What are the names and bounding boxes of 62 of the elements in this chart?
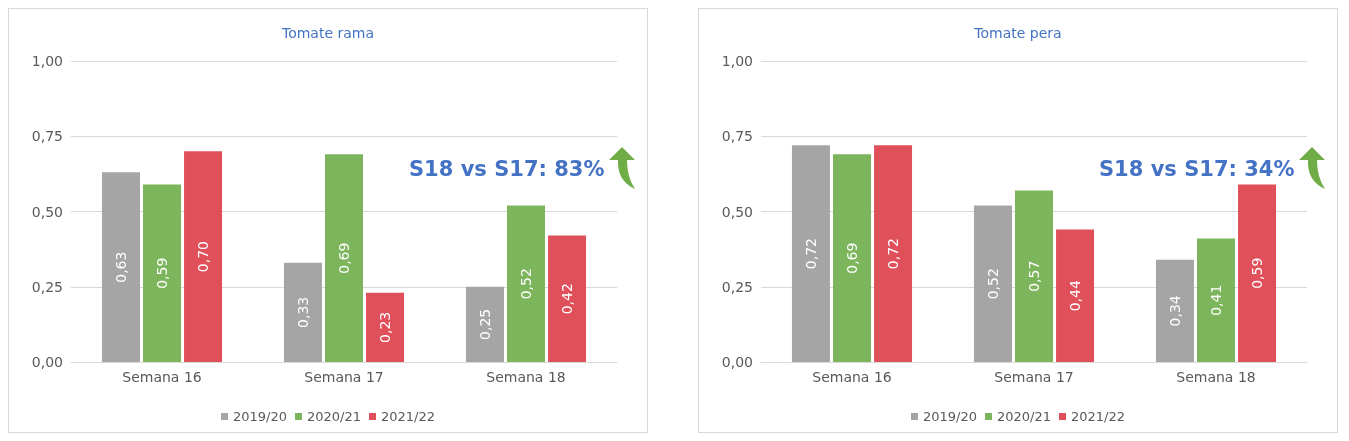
annotation: S18 vs S17: 34%	[1099, 157, 1295, 181]
data-label: 0,59	[1249, 257, 1266, 289]
data-label: 0,72	[802, 238, 819, 270]
x-tick-label: Semana 18	[486, 369, 566, 385]
legend-label: 2020/21	[307, 409, 362, 424]
y-tick-label: 1,00	[31, 53, 63, 69]
bar	[101, 172, 140, 362]
bar	[184, 151, 223, 362]
data-label: 0,23	[377, 311, 394, 343]
y-tick-label: 0,50	[721, 203, 753, 220]
legend-label: 2021/22	[381, 409, 436, 424]
y-tick-label: 0,00	[31, 354, 63, 370]
data-label: 0,34	[1166, 295, 1183, 327]
y-tick-label: 0,75	[721, 128, 753, 145]
y-tick-label: 0,00	[721, 354, 753, 370]
data-label: 0,69	[844, 242, 860, 274]
data-label: 0,57	[1026, 260, 1042, 292]
bar	[791, 145, 830, 362]
bar	[973, 205, 1012, 362]
data-label: 0,52	[984, 268, 1001, 300]
data-label: 0,52	[518, 268, 534, 300]
data-label: 0,44	[1067, 280, 1084, 312]
bar	[465, 286, 504, 362]
y-tick-label: 0,75	[31, 128, 63, 145]
bar	[1197, 238, 1235, 362]
bar	[507, 205, 545, 362]
bar	[1155, 259, 1194, 362]
bar	[1238, 184, 1277, 362]
bar	[548, 235, 587, 362]
data-label: 0,63	[112, 251, 129, 283]
bar	[143, 184, 181, 362]
data-label: 0,33	[294, 296, 311, 328]
x-tick-label: Semana 16	[122, 369, 202, 385]
legend-label: 2019/20	[922, 409, 978, 424]
x-tick-label: Semana 17	[994, 369, 1074, 385]
data-label: 0,59	[154, 257, 170, 289]
data-label: 0,69	[336, 242, 352, 274]
y-tick-label: 1,00	[721, 53, 753, 69]
bar	[833, 154, 871, 362]
bar	[1056, 229, 1095, 362]
chart-title: Tomate pera	[973, 25, 1062, 41]
legend-label: 2021/22	[1071, 409, 1126, 424]
annotation: S18 vs S17: 83%	[409, 157, 605, 181]
legend-label: 2019/20	[232, 409, 288, 424]
x-tick-label: Semana 16	[812, 369, 892, 385]
chart-title: Tomate rama	[280, 25, 375, 41]
data-label: 0,41	[1208, 284, 1224, 316]
bar	[1015, 190, 1053, 362]
bar	[366, 292, 405, 362]
y-tick-label: 0,50	[31, 203, 63, 220]
bar	[874, 145, 913, 362]
data-label: 0,25	[476, 308, 493, 340]
data-label: 0,42	[559, 283, 576, 315]
y-tick-label: 0,25	[31, 278, 63, 295]
x-tick-label: Semana 18	[1176, 369, 1256, 385]
bar	[325, 154, 363, 362]
x-tick-label: Semana 17	[304, 369, 384, 385]
data-label: 0,70	[195, 241, 212, 273]
legend-label: 2020/21	[997, 409, 1052, 424]
data-label: 0,72	[885, 238, 902, 270]
bar	[283, 262, 322, 362]
y-tick-label: 0,25	[721, 278, 753, 295]
